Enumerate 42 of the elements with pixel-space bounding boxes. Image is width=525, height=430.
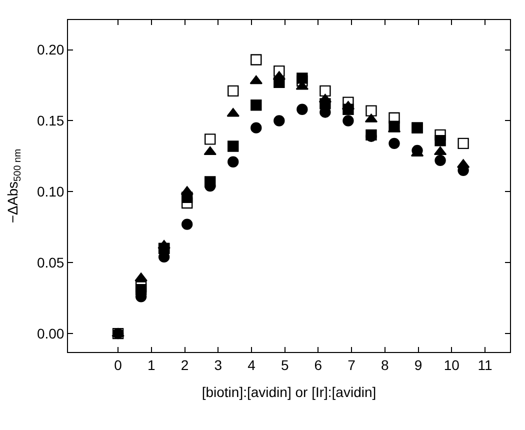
y-tick-label: 0.05 (36, 254, 64, 271)
point (274, 115, 285, 126)
y-tick-label: 0.20 (36, 42, 64, 58)
point (296, 104, 308, 115)
point (342, 115, 354, 126)
x-tick-label: 1 (148, 356, 156, 373)
x-tick-label: 8 (381, 356, 390, 373)
x-tick-label: 3 (214, 356, 222, 373)
y-tick-label: 0.00 (36, 325, 64, 342)
point (434, 135, 446, 146)
point (458, 138, 469, 150)
point (228, 140, 239, 152)
point (204, 146, 216, 156)
point (342, 100, 355, 110)
point (228, 156, 239, 168)
y-tick-label: 0.10 (36, 184, 64, 200)
point (204, 134, 216, 145)
x-tick-label: 10 (444, 356, 460, 373)
point (250, 122, 262, 134)
x-tick-label: 2 (180, 356, 189, 373)
x-tick-label: 9 (414, 356, 422, 373)
x-axis-title: [biotin]:[avidin] or [Ir]:[avidin] (202, 384, 376, 400)
point (366, 105, 377, 116)
x-tick-label: 7 (348, 356, 356, 373)
point (434, 146, 447, 156)
point (228, 85, 239, 97)
y-tick-label: 0.15 (36, 112, 64, 129)
x-tick-label: 6 (314, 356, 322, 373)
point (434, 154, 446, 166)
x-tick-label: 4 (248, 356, 256, 373)
point (388, 138, 400, 150)
point (181, 218, 193, 230)
point (250, 54, 262, 66)
point (250, 75, 263, 84)
point (250, 100, 262, 111)
point (318, 94, 332, 103)
point (296, 72, 308, 84)
x-tick-label: 0 (114, 356, 122, 373)
point (158, 240, 170, 249)
x-tick-label: 5 (280, 356, 289, 373)
x-tick-label: 11 (478, 356, 492, 373)
point (320, 85, 331, 97)
